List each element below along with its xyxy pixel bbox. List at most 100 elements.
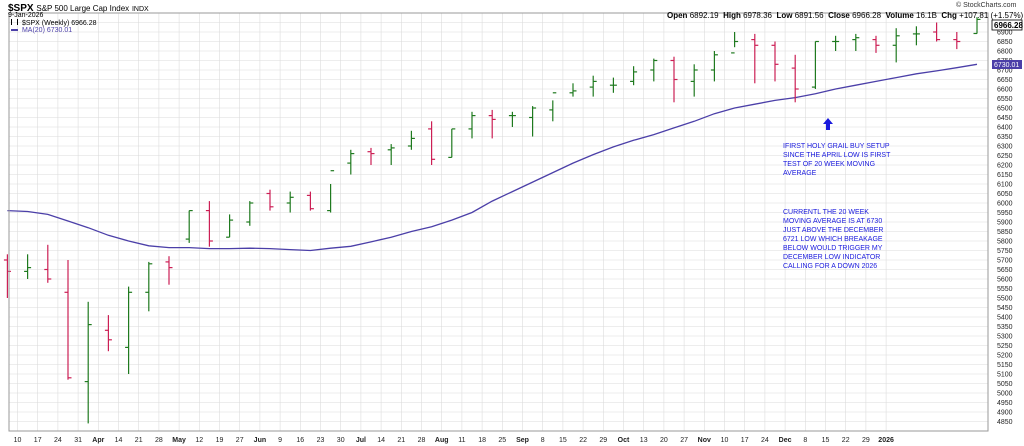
- legend-spx: $SPX (Weekly) 6966.28: [11, 19, 97, 27]
- ohlc-bar: [508, 111, 516, 127]
- ohlc-bar: [670, 56, 678, 103]
- high-value: 6978.36: [743, 11, 772, 20]
- y-tick-label: 6600: [997, 87, 1013, 94]
- x-tick-label: 15: [559, 437, 567, 444]
- x-tick-label: 25: [498, 437, 506, 444]
- annotation-note-1: IFIRST HOLY GRAIL BUY SETUP SINCE THE AP…: [783, 143, 891, 177]
- chart-grid: [9, 13, 988, 431]
- ohlc-bars: [3, 17, 981, 424]
- y-tick-label: 6050: [997, 191, 1013, 198]
- close-value: 6966.28: [852, 11, 882, 20]
- x-tick-label: 29: [862, 437, 870, 444]
- volume-value: 16.1B: [916, 11, 937, 20]
- y-tick-label: 5300: [997, 334, 1013, 341]
- x-tick-label: 27: [680, 437, 688, 444]
- y-tick-label: 6500: [997, 106, 1013, 113]
- x-axis-labels: 10 17 24 31 Apr 14 21 28 May 12 19 27 Jun 9 16 23 30 Jul 1…: [14, 437, 894, 444]
- price-tag-ma-text: 6730.01: [994, 62, 1019, 69]
- x-tick-label: Jun: [254, 437, 266, 444]
- legend-ma-label: MA(20) 6730.01: [21, 27, 73, 34]
- ohlc-bar: [488, 109, 496, 139]
- ohlc-bar: [771, 41, 779, 82]
- x-tick-label: 19: [216, 437, 224, 444]
- y-tick-label: 4850: [997, 419, 1013, 426]
- y-tick-label: 6850: [997, 39, 1013, 46]
- ohlc-bar: [953, 32, 961, 50]
- y-tick-label: 5600: [997, 277, 1013, 284]
- x-tick-label: 14: [115, 437, 123, 444]
- x-tick-label: 24: [54, 437, 62, 444]
- x-tick-label: 28: [155, 437, 163, 444]
- y-tick-label: 5700: [997, 258, 1013, 265]
- y-tick-label: 5400: [997, 315, 1013, 322]
- ohlc-bar: [549, 92, 557, 122]
- open-value: 6892.19: [689, 11, 719, 20]
- y-tick-label: 6200: [997, 163, 1013, 170]
- index-name: S&P 500 Large Cap Index: [36, 4, 130, 13]
- legend-spx-swatch: [11, 19, 18, 25]
- ohlc-bar: [710, 51, 718, 82]
- ohlc-bar: [104, 315, 112, 352]
- x-tick-label: 23: [317, 437, 325, 444]
- y-tick-label: 5950: [997, 210, 1013, 217]
- annotation-arrow: [823, 118, 833, 130]
- x-tick-label: 18: [478, 437, 486, 444]
- ohlc-bar: [306, 191, 314, 211]
- y-tick-label: 6800: [997, 49, 1013, 56]
- ohlc-bar: [428, 121, 436, 165]
- ohlc-bar: [226, 214, 234, 238]
- ohlc-bar: [205, 201, 213, 247]
- y-tick-label: 6900: [997, 30, 1013, 37]
- y-tick-label: 5050: [997, 381, 1013, 388]
- x-tick-label: 17: [741, 437, 749, 444]
- x-tick-label: 9: [278, 437, 282, 444]
- price-tag-ma: 6730.01: [992, 60, 1022, 69]
- ohlc-bar: [3, 254, 11, 298]
- x-tick-label: May: [172, 437, 186, 444]
- close-label: Close: [828, 11, 850, 20]
- ohlc-bar: [912, 26, 920, 46]
- y-tick-label: 5650: [997, 267, 1013, 274]
- x-tick-label: 17: [34, 437, 42, 444]
- ohlc-bar: [731, 32, 739, 54]
- y-tick-label: 5500: [997, 296, 1013, 303]
- y-tick-label: 4900: [997, 410, 1013, 417]
- x-tick-label: Jul: [356, 437, 366, 444]
- x-tick-label: Oct: [618, 437, 630, 444]
- quote-bar: Open 6892.19 High 6978.36 Low 6891.56 Cl…: [667, 11, 1024, 20]
- x-tick-label: 8: [803, 437, 807, 444]
- y-tick-label: 5150: [997, 362, 1013, 369]
- x-tick-label: 21: [397, 437, 405, 444]
- legend-ma-swatch: [11, 29, 18, 32]
- x-tick-label: 21: [135, 437, 143, 444]
- ohlc-bar: [630, 66, 638, 86]
- ohlc-bar: [569, 83, 577, 97]
- x-tick-label: 22: [842, 437, 850, 444]
- y-tick-label: 6150: [997, 172, 1013, 179]
- credit: © StockCharts.com: [956, 2, 1017, 9]
- low-label: Low: [776, 11, 793, 20]
- y-tick-label: 5100: [997, 372, 1013, 379]
- x-tick-label: 29: [599, 437, 607, 444]
- ohlc-bar: [387, 144, 395, 165]
- x-tick-label: 2026: [878, 437, 894, 444]
- exchange: INDX: [131, 6, 149, 13]
- ohlc-bar: [832, 35, 840, 51]
- y-tick-label: 6700: [997, 68, 1013, 75]
- ohlc-bar: [145, 261, 153, 312]
- x-tick-label: 28: [418, 437, 426, 444]
- high-label: High: [723, 11, 741, 20]
- ohlc-bar: [933, 22, 941, 42]
- legend-ma: MA(20) 6730.01: [11, 27, 72, 34]
- ohlc-bar: [973, 17, 981, 35]
- y-tick-label: 5900: [997, 220, 1013, 227]
- y-axis-labels: 4850 4900 4950 5000 5050 5100 5150 5200 5250 5300…: [997, 20, 1013, 426]
- ohlc-bar: [347, 149, 355, 175]
- legend-spx-label: $SPX (Weekly) 6966.28: [21, 20, 97, 27]
- x-tick-label: 11: [458, 437, 465, 444]
- x-tick-label: 20: [660, 437, 668, 444]
- x-tick-label: 16: [296, 437, 304, 444]
- ma20-line: [7, 63, 978, 252]
- chg-label: Chg: [941, 11, 957, 20]
